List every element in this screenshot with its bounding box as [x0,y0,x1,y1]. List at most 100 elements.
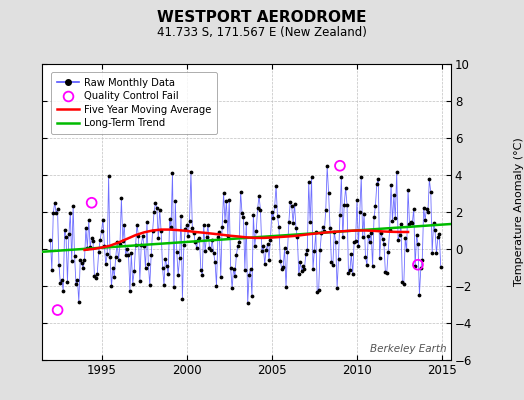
Point [181,226,190,232]
Point [146,282,154,288]
Point [387,182,395,188]
Point [283,249,292,255]
Point [99,217,107,223]
Point [184,233,192,240]
Point [435,231,443,237]
Point [260,261,269,267]
Point [232,252,241,258]
Point [164,271,172,278]
Point [60,226,69,233]
Point [356,209,364,215]
Point [54,262,63,268]
Point [276,258,285,264]
Text: WESTPORT AERODROME: WESTPORT AERODROME [157,10,367,25]
Point [358,234,367,240]
Point [221,218,229,224]
Point [152,205,161,211]
Point [73,276,82,283]
Point [386,227,394,234]
Point [303,246,311,253]
Point [259,243,267,249]
Point [278,266,286,272]
Point [84,217,93,224]
Point [127,250,136,256]
Point [319,224,327,230]
Point [234,243,242,249]
Point [58,276,66,283]
Point [262,247,270,253]
Point [147,251,156,258]
Point [310,248,319,254]
Point [376,254,384,261]
Point [176,255,184,261]
Point [225,197,233,203]
Point [187,169,195,175]
Point [264,241,272,248]
Point [316,247,324,253]
Point [215,228,224,235]
Point [353,197,361,203]
Point [248,293,256,299]
Point [132,242,140,248]
Point [410,206,418,212]
Point [249,212,258,218]
Point [258,248,266,254]
Point [150,209,158,215]
Point [298,268,306,274]
Point [324,190,333,196]
Point [242,220,250,226]
Point [172,248,181,255]
Point [422,206,431,212]
Point [82,225,90,231]
Point [318,230,326,236]
Point [300,265,309,272]
Point [239,214,248,220]
Point [412,232,421,238]
Point [417,265,425,271]
Point [344,270,353,276]
Point [428,250,436,256]
Point [143,218,151,225]
Point [222,198,231,204]
Point [178,296,187,302]
Point [116,241,124,248]
Point [392,168,401,175]
Point [427,189,435,196]
Point [364,232,373,239]
Point [434,234,442,240]
Point [130,268,138,275]
Point [436,263,445,270]
Point [329,262,337,269]
Point [123,246,131,253]
Point [380,241,388,247]
Point [185,218,194,224]
Point [117,195,126,202]
Point [429,220,438,226]
Point [336,162,344,169]
Point [381,269,389,275]
Point [100,243,108,249]
Point [265,256,273,263]
Point [304,179,313,186]
Point [368,263,377,269]
Point [228,285,236,292]
Point [220,190,228,196]
Point [266,237,275,244]
Legend: Raw Monthly Data, Quality Control Fail, Five Year Moving Average, Long-Term Tren: Raw Monthly Data, Quality Control Fail, … [51,72,217,134]
Point [103,251,112,257]
Point [137,241,146,248]
Point [274,213,282,220]
Point [83,245,92,251]
Point [138,233,147,239]
Point [90,273,99,279]
Point [346,267,354,274]
Point [290,201,299,208]
Point [52,210,60,216]
Point [114,257,123,263]
Point [144,261,152,267]
Point [195,235,204,241]
Point [80,257,89,263]
Point [160,281,168,288]
Point [128,280,137,287]
Point [97,228,106,234]
